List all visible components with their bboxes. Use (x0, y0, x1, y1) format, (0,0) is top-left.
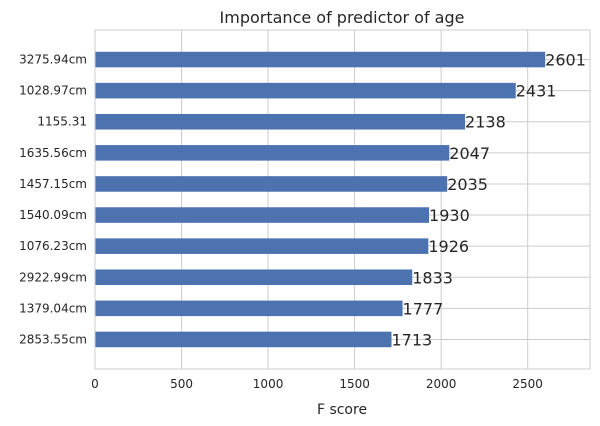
bar (95, 269, 413, 286)
category-label: 1155.31 (37, 115, 87, 129)
x-tick-label: 0 (91, 377, 99, 391)
value-label: 2138 (465, 113, 506, 132)
value-labels: 1713 1777 1833 1926 1930 2035 2047 2138 2431 2601 (391, 51, 585, 350)
value-label: 2601 (545, 51, 586, 70)
category-label: 2853.55cm (19, 332, 87, 346)
category-label: 3275.94cm (19, 53, 87, 67)
x-tick-label: 1500 (339, 377, 370, 391)
value-label: 1777 (403, 299, 444, 318)
value-label: 1833 (412, 268, 453, 287)
x-tick-label: 500 (170, 377, 193, 391)
bar (95, 300, 403, 317)
value-label: 1926 (428, 237, 469, 256)
bar (95, 176, 448, 192)
category-label: 1635.56cm (19, 146, 87, 160)
category-label: 1028.97cm (19, 84, 87, 98)
chart-title: Importance of predictor of age (220, 8, 465, 27)
bar (95, 331, 392, 348)
value-label: 2431 (516, 82, 557, 101)
x-tick-labels: 0 500 1000 1500 2000 2500 (91, 377, 543, 391)
bar (95, 145, 450, 161)
x-tick-label: 2500 (512, 377, 543, 391)
category-label: 1076.23cm (19, 239, 87, 253)
value-label: 2035 (447, 175, 488, 194)
value-label: 1930 (429, 206, 470, 225)
x-axis-label: F score (317, 402, 367, 418)
category-label: 1379.04cm (19, 301, 87, 315)
bar (95, 207, 430, 223)
category-label: 1540.09cm (19, 208, 87, 222)
category-label: 1457.15cm (19, 177, 87, 191)
bar (95, 51, 546, 68)
value-label: 2047 (449, 144, 490, 163)
bar (95, 82, 516, 99)
plot-frame (94, 29, 591, 370)
category-label: 2922.99cm (19, 270, 87, 284)
x-tick-label: 2000 (426, 377, 457, 391)
x-tick-label: 1000 (253, 377, 284, 391)
value-label: 1713 (391, 330, 432, 349)
bars-layer (95, 51, 546, 348)
category-labels: 2853.55cm 1379.04cm 2922.99cm 1076.23cm 1540… (19, 53, 87, 347)
bar (95, 113, 466, 130)
bar (95, 238, 429, 254)
